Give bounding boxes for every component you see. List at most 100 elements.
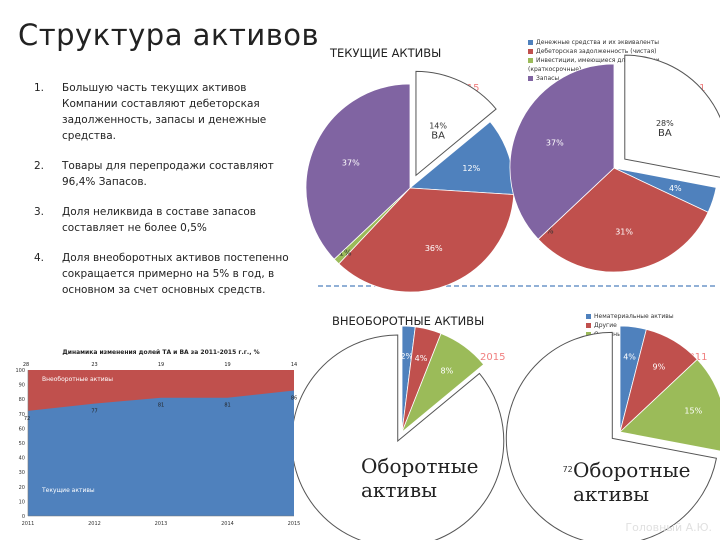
legend-label: Другие: [594, 322, 617, 329]
noncurrent-assets-heading: ВНЕОБОРОТНЫЕ АКТИВЫ: [332, 314, 485, 328]
point-item: 4. Доля внеоборотных активов постепенно с…: [34, 250, 289, 298]
y-tick-label: 90: [19, 383, 25, 389]
x-tick-label: 2012: [88, 521, 101, 527]
overlay-label-current-assets: Оборотные активы: [361, 454, 479, 502]
area-data-label: 86: [291, 395, 297, 401]
pie-slice: [624, 54, 720, 178]
legend-entry: Дебеторская задолженность (чистая): [528, 47, 708, 56]
pie-data-label: 37%: [342, 158, 360, 167]
current-assets-heading: ТЕКУЩИЕ АКТИВЫ: [330, 46, 442, 60]
point-text: Товары для перепродажи составляют 96,4% …: [62, 160, 274, 188]
x-tick-label: 2011: [22, 521, 35, 527]
point-number: 2.: [34, 160, 45, 172]
pie-data-label: 4%: [623, 352, 636, 361]
area-data-label: 19: [158, 362, 164, 368]
area-data-label: 23: [91, 362, 97, 368]
overlay-label-current-assets: Оборотные активы: [573, 458, 691, 506]
pie-data-label: 28%: [656, 119, 674, 128]
area-series-current: [28, 390, 294, 516]
pie-data-label: 1%: [339, 249, 352, 258]
pie-chart: 28%ВА 4% 31% 0% 37%: [509, 54, 720, 273]
pie-data-label: 14%: [429, 121, 447, 130]
pie-data-label: 8%: [441, 366, 454, 375]
y-tick-label: 100: [16, 368, 25, 374]
x-tick-label: 2013: [155, 521, 168, 527]
legend-entry: Инвестиции, имеющиеся для продажи (кратк…: [528, 56, 708, 74]
legend-entry: Другие: [586, 321, 716, 330]
pie-data-label: 0%: [541, 227, 554, 236]
slide-title: Структура активов: [18, 18, 320, 52]
pie-data-label: 4%: [669, 184, 682, 193]
point-text: Доля внеоборотных активов постепенно сок…: [62, 252, 289, 296]
pie-data-label: 15%: [684, 407, 702, 416]
y-tick-label: 70: [19, 412, 25, 418]
y-tick-label: 40: [19, 456, 25, 462]
current-assets-legend: Денежные средства и их эквиваленты Дебет…: [528, 38, 708, 83]
legend-swatch: [586, 323, 591, 328]
area-series-label: Текущие активы: [41, 487, 95, 494]
legend-swatch: [586, 332, 591, 337]
legend-swatch: [528, 49, 533, 54]
y-tick-label: 50: [19, 441, 25, 447]
y-tick-label: 30: [19, 470, 25, 476]
point-text: Большую часть текущих активов Компании с…: [62, 82, 267, 142]
area-chart-body: 0 10 20 30 40 50 60 70 80 90 100 2011 2012 2013 2014 20…: [16, 349, 300, 527]
y-tick-label: 10: [19, 499, 25, 505]
point-item: 2. Товары для перепродажи составляют 96,4…: [34, 158, 289, 190]
area-series-label: Внеоборотные активы: [42, 376, 113, 383]
point-number: 1.: [34, 82, 45, 94]
area-data-label: 28: [23, 362, 29, 368]
legend-entry: Денежные средства и их эквиваленты: [528, 38, 708, 47]
pie-slice: [401, 332, 485, 433]
area-data-label: 81: [224, 403, 230, 409]
pie-category-label: ВА: [658, 128, 672, 139]
pie-chart: 14%ВА 12% 36% 1% 37%: [305, 70, 515, 293]
area-data-label: 19: [224, 362, 230, 368]
point-item: 3. Доля неликвида в составе запасов соста…: [34, 204, 289, 236]
legend-swatch: [586, 314, 591, 319]
pie-category-label: ВА: [431, 130, 445, 141]
legend-entry: Запасы: [528, 74, 708, 83]
pie-slice: [509, 63, 615, 240]
pie-slice: [415, 70, 497, 177]
legend-swatch: [528, 40, 533, 45]
point-number: 4.: [34, 252, 45, 264]
pie-data-label: 4%: [415, 354, 428, 363]
pie-slice: [619, 358, 720, 452]
pie-year-label: 2015: [480, 352, 506, 363]
area-chart: 0 10 20 30 40 50 60 70 80 90 100 2011 2012 2013 2014 20…: [16, 349, 300, 527]
pie-data-label: 37%: [546, 138, 564, 147]
pie-data-label: 9%: [652, 362, 665, 371]
pie-data-label: 72%: [563, 465, 581, 474]
area-chart-title: Динамика изменения долей ТА и ВА за 2011…: [62, 349, 259, 356]
legend-label: Инвестиции, имеющиеся для продажи (кратк…: [528, 57, 660, 73]
y-tick-label: 0: [22, 514, 25, 520]
legend-label: Денежные средства и их эквиваленты: [536, 39, 659, 46]
legend-entry: Нематериальные активы: [586, 312, 716, 321]
legend-swatch: [528, 76, 533, 81]
legend-label: Дебеторская задолженность (чистая): [536, 48, 657, 55]
pie-chart: 2%4%8%86%: [291, 325, 505, 540]
pie-chart: 4% 9% 15% 72%: [505, 325, 720, 540]
author-credit: Головный А.Ю.: [625, 521, 712, 534]
area-data-label: 77: [91, 409, 97, 415]
y-tick-label: 60: [19, 426, 25, 432]
point-number: 3.: [34, 206, 45, 218]
pie-data-label: 31%: [615, 228, 633, 237]
point-item: 1. Большую часть текущих активов Компании…: [34, 80, 289, 144]
pie-data-label: 2%: [400, 352, 413, 361]
point-text: Доля неликвида в составе запасов составл…: [62, 206, 256, 234]
pie-slice: [537, 167, 709, 273]
pie-data-label: 36%: [425, 244, 443, 253]
area-data-label: 81: [158, 403, 164, 409]
y-tick-label: 80: [19, 397, 25, 403]
area-data-label: 14: [291, 362, 297, 368]
legend-label: Нематериальные активы: [594, 313, 674, 320]
pie-slice: [305, 83, 411, 260]
x-tick-label: 2015: [288, 521, 301, 527]
pie-slice: [338, 187, 515, 293]
area-data-label: 72: [24, 416, 30, 422]
pie-data-label: 12%: [462, 164, 480, 173]
key-points-list: 1. Большую часть текущих активов Компании…: [34, 80, 289, 312]
legend-swatch: [528, 58, 533, 63]
